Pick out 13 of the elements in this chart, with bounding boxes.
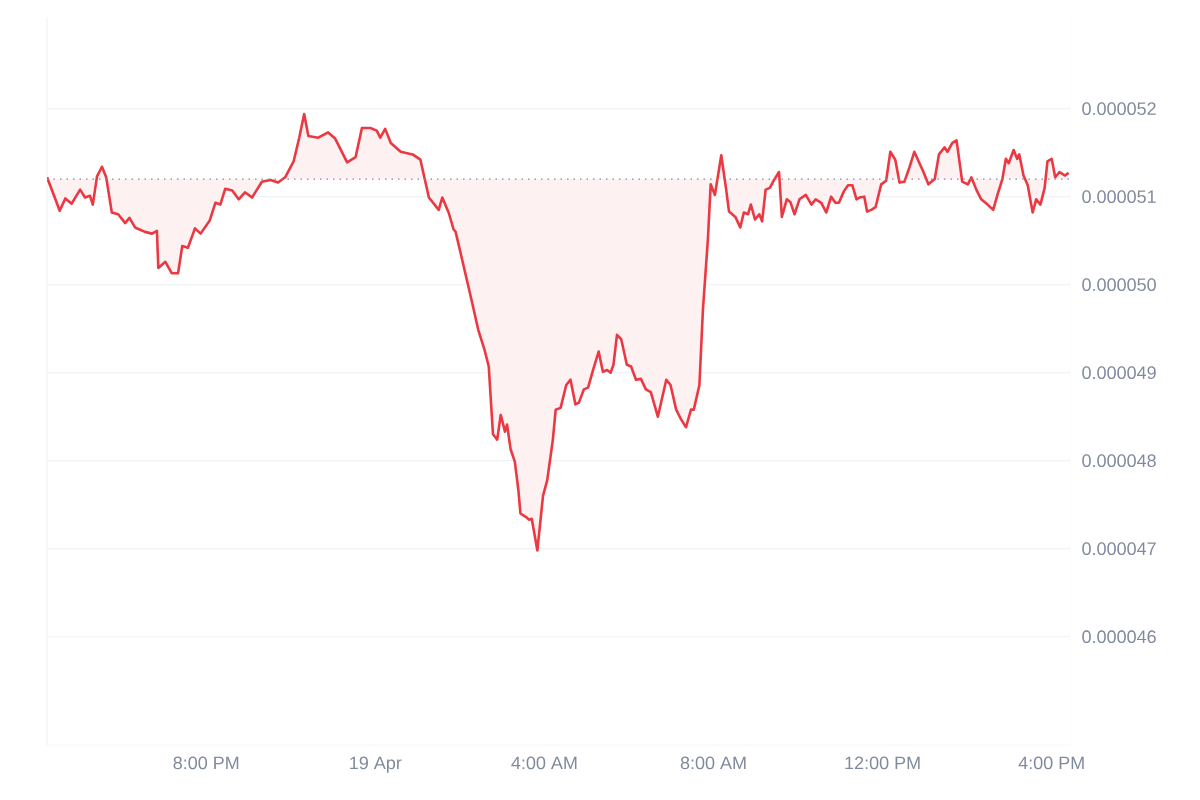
x-tick-label: 4:00 AM xyxy=(511,756,577,770)
y-tick-label: 0.000049 xyxy=(1082,366,1156,380)
y-tick-label: 0.000046 xyxy=(1082,630,1156,644)
y-tick-label: 0.000047 xyxy=(1082,542,1156,556)
x-tick-label: 4:00 PM xyxy=(1018,756,1084,770)
x-tick-label: 19 Apr xyxy=(350,756,402,773)
y-tick-label: 0.000048 xyxy=(1082,454,1156,468)
y-tick-label: 0.000052 xyxy=(1082,102,1156,116)
x-tick-label: 8:00 PM xyxy=(173,756,239,770)
x-tick-label: 12:00 PM xyxy=(845,756,920,770)
y-tick-label: 0.000050 xyxy=(1082,278,1156,292)
y-tick-label: 0.000051 xyxy=(1082,190,1156,204)
x-tick-label: 8:00 AM xyxy=(680,756,746,770)
